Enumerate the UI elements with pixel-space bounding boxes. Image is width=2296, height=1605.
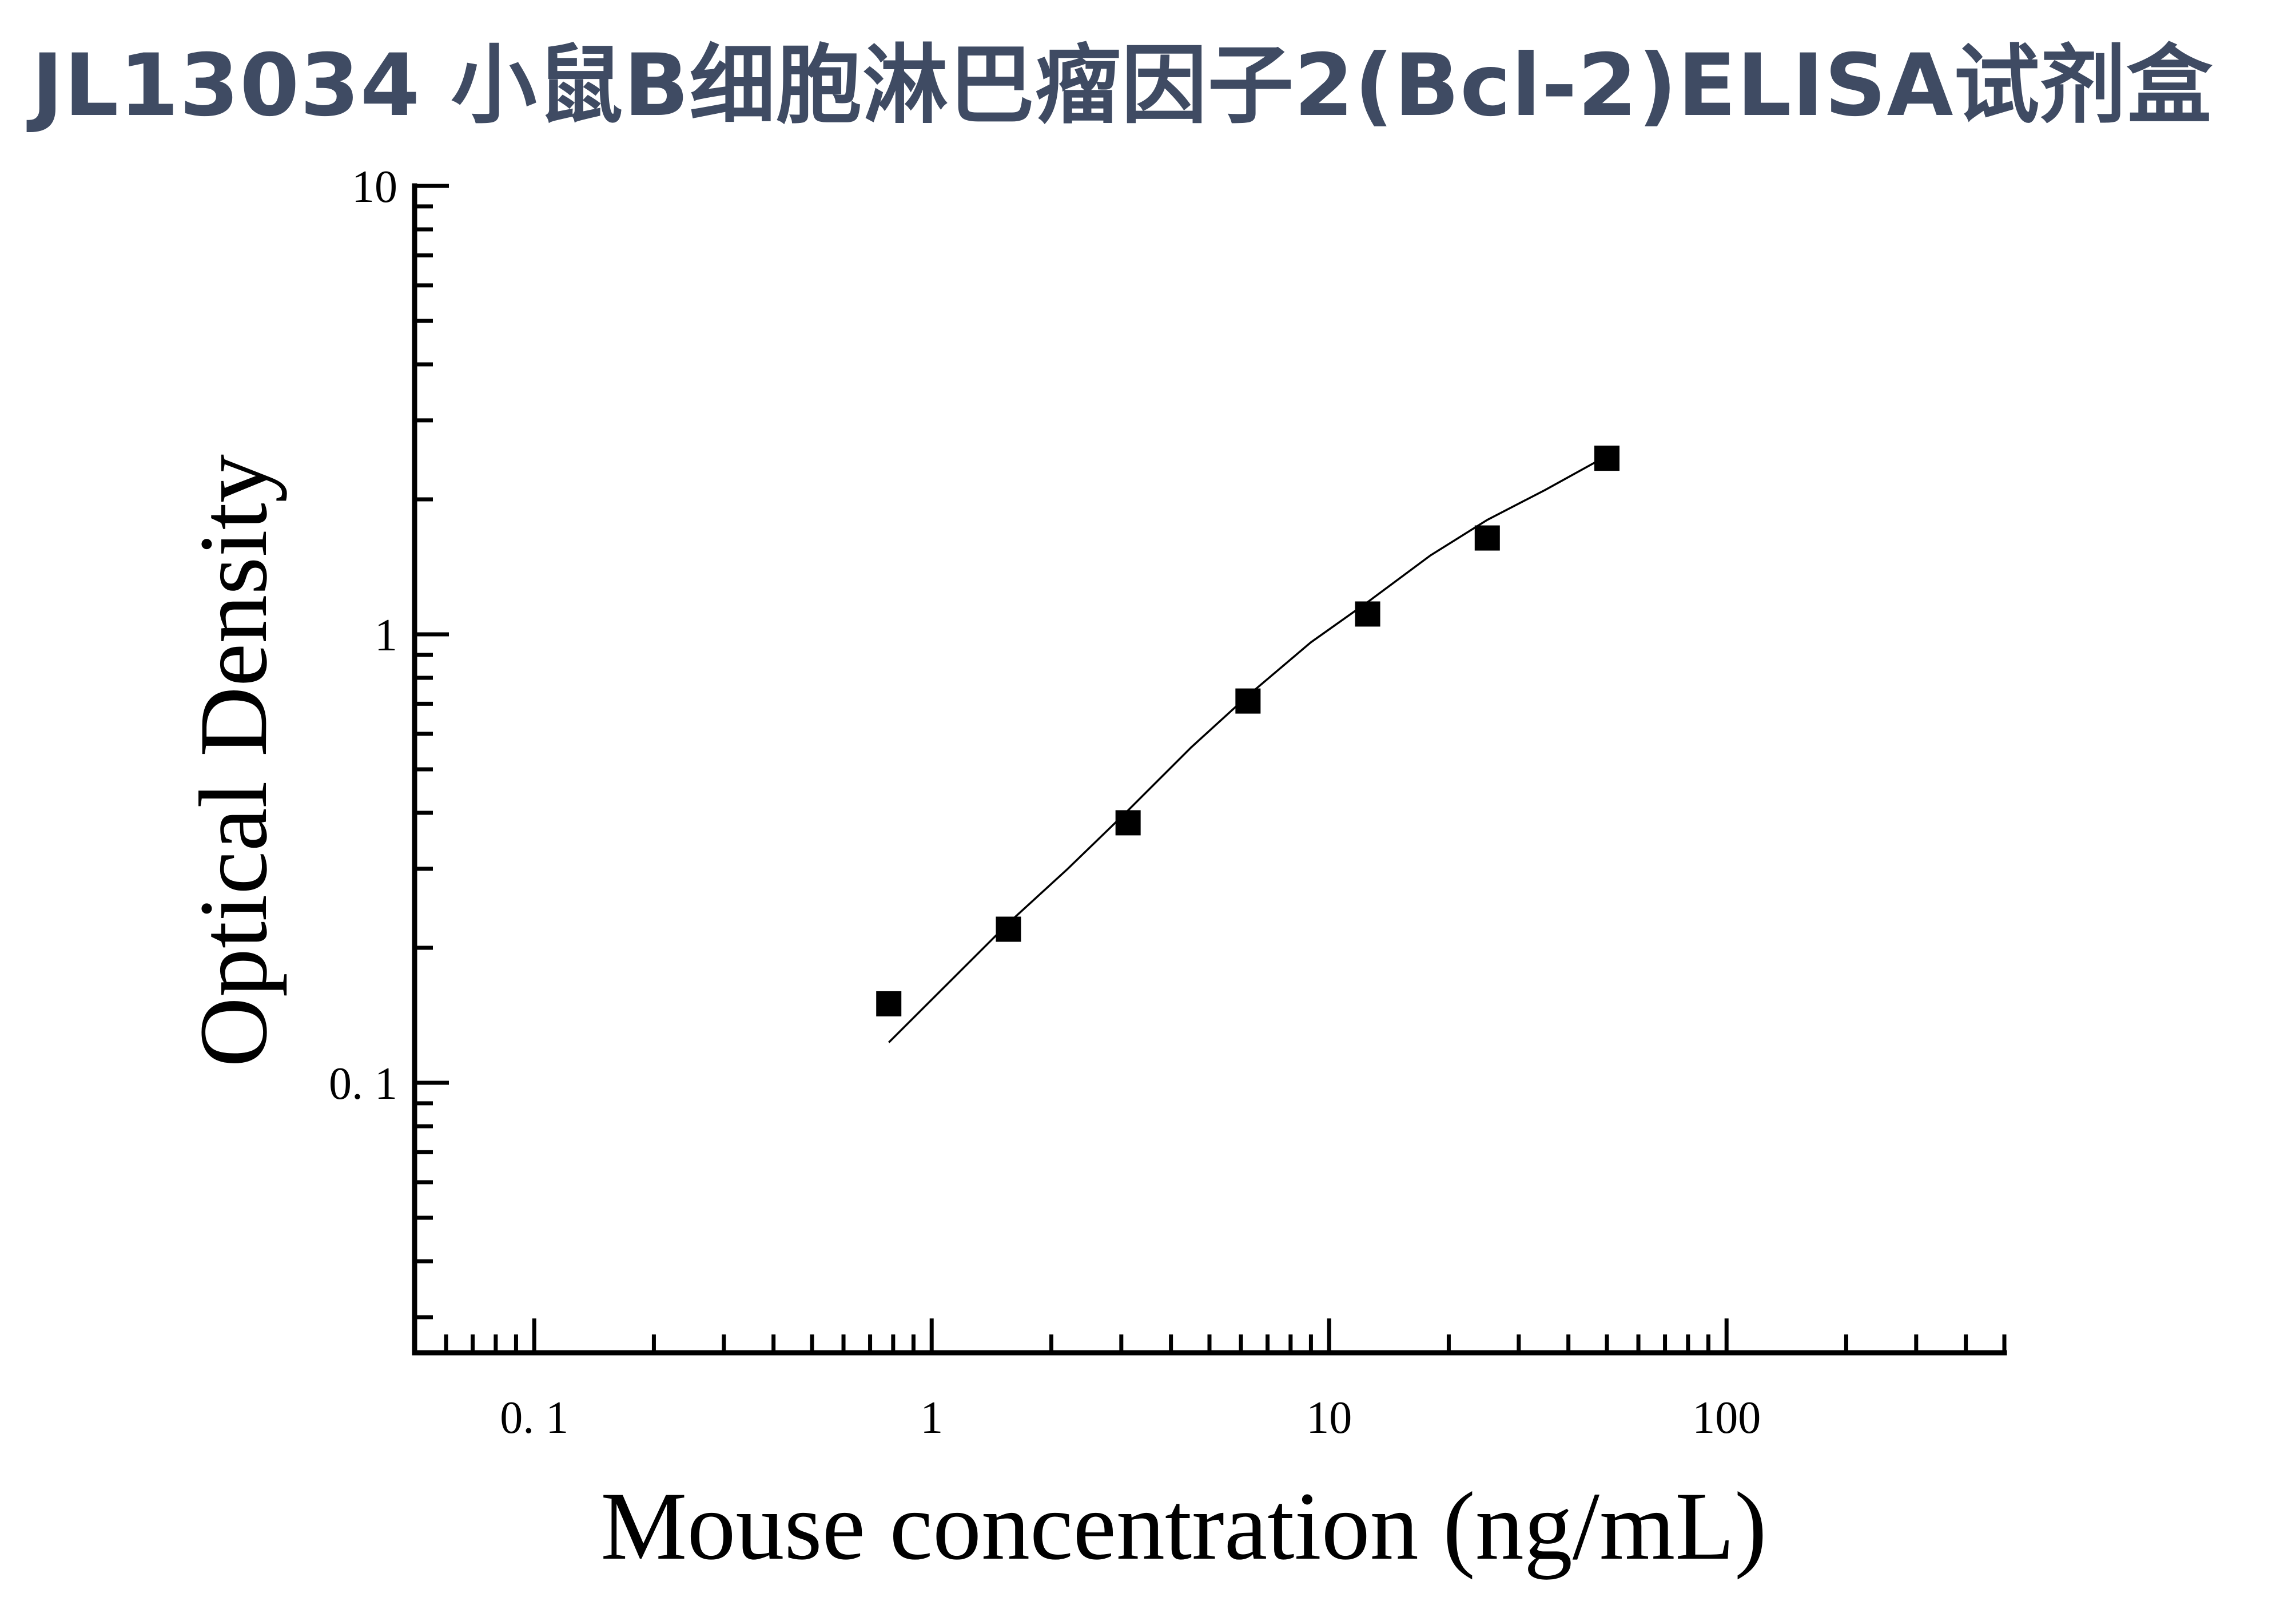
- data-point-marker: [996, 916, 1021, 942]
- x-tick-label: 0. 1: [500, 1393, 568, 1443]
- y-tick-label: 1: [375, 610, 397, 661]
- data-point-marker: [1235, 688, 1261, 714]
- y-axis-title: Optical Density: [180, 454, 287, 1067]
- data-point-marker: [1474, 525, 1500, 551]
- y-tick-label: 0. 1: [329, 1059, 397, 1109]
- x-tick-label: 1: [920, 1393, 943, 1443]
- y-tick-label: 10: [352, 162, 397, 212]
- x-tick-label: 10: [1306, 1393, 1352, 1443]
- data-points-layer: [876, 446, 1619, 1016]
- x-axis-title: Mouse concentration (ng/mL): [600, 1472, 1766, 1580]
- data-point-marker: [1115, 810, 1141, 836]
- page-title: JL13034 小鼠B细胞淋巴瘤因子2(Bcl-2)ELISA试剂盒: [31, 36, 2213, 136]
- data-point-marker: [1594, 446, 1619, 471]
- chart-axes: 0. 1 1 10 100 0. 1 1 10: [329, 162, 2007, 1443]
- data-point-marker: [1355, 601, 1380, 627]
- data-point-marker: [876, 991, 902, 1016]
- x-tick-label: 100: [1692, 1393, 1761, 1443]
